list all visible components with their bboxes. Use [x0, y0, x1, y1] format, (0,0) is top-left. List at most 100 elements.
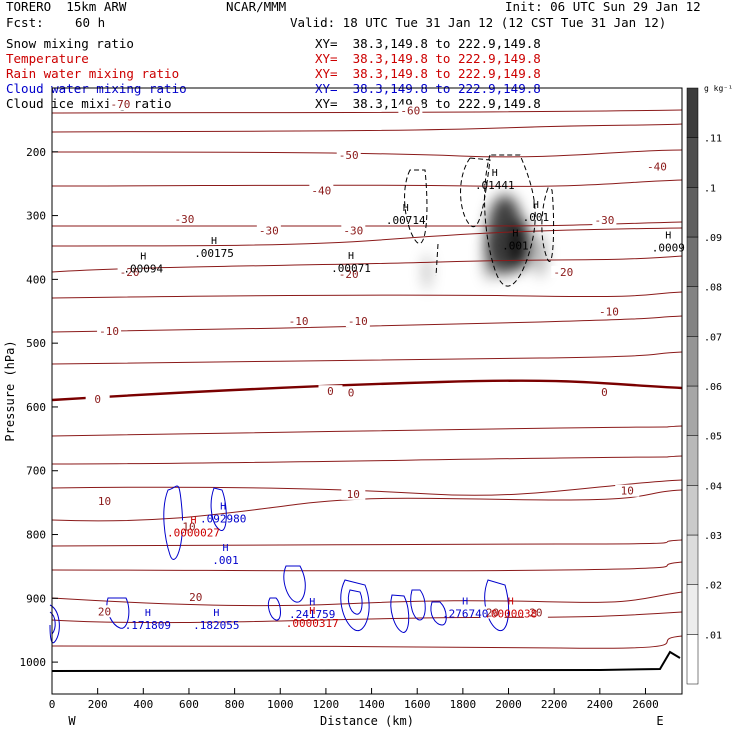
field-xy-range: XY= 38.3,149.8 to 222.9,149.8: [315, 51, 541, 66]
temperature-isotherm: [51, 315, 683, 333]
forecast-label: Fcst:: [6, 15, 44, 30]
max-value-label: .0000027: [167, 527, 220, 540]
max-value-label: .182055: [193, 619, 239, 632]
max-marker: H: [508, 597, 514, 608]
field-name: Snow mixing ratio: [6, 36, 134, 51]
y-axis-label: Pressure (hPa): [3, 340, 17, 441]
forecast-hours: 60 h: [75, 15, 106, 30]
x-tick-label: 1800: [450, 698, 477, 711]
cloud-water-contour: [484, 579, 509, 632]
temperature-label-bg: [551, 265, 576, 278]
temperature-label-bg: [592, 214, 617, 227]
temperature-label: -30: [343, 224, 363, 237]
max-value-label: .0000038: [484, 608, 537, 621]
max-marker: H: [211, 236, 217, 247]
x-tick-label: 600: [179, 698, 199, 711]
snow-contour: [404, 169, 428, 244]
temperature-label: 20: [529, 607, 542, 620]
temperature-label: -50: [339, 149, 359, 162]
cloud-water-contour: [410, 589, 426, 621]
y-tick-label: 600: [26, 401, 46, 414]
temperature-label: -70: [111, 98, 131, 111]
colorbar-label: .07: [704, 332, 722, 343]
west-label: W: [68, 714, 76, 728]
x-tick-label: 400: [133, 698, 153, 711]
temperature-isotherm: [51, 539, 683, 547]
temperature-isotherm: [51, 149, 683, 158]
colorbar-unit: g kg⁻¹: [704, 84, 733, 93]
temperature-contours: [51, 109, 683, 649]
field-name: Cloud water mixing ratio: [6, 81, 187, 96]
cloud-water-contour: [340, 579, 370, 632]
cloud-water-contour: [283, 565, 306, 603]
colorbar-segment: [686, 187, 699, 238]
max-marker: H: [220, 501, 226, 512]
temperature-label-bg: [108, 98, 133, 111]
x-tick-label: 0: [49, 698, 56, 711]
temperature-label-bg: [183, 591, 208, 604]
max-value-label: .0009: [652, 241, 685, 254]
temperature-isotherm: [52, 221, 683, 227]
temperature-label: -10: [289, 315, 309, 328]
y-tick-label: 200: [26, 146, 46, 159]
max-value-label: .241759: [289, 608, 335, 621]
temperature-label-bg: [339, 386, 364, 399]
snow-contour: [435, 243, 439, 277]
temperature-label: -10: [99, 325, 119, 338]
valid-time-label: Valid: 18 UTC Tue 31 Jan 12 (12 CST Tue …: [290, 15, 667, 30]
max-marker: H: [462, 597, 468, 608]
snow-contour: [484, 154, 536, 287]
max-value-label: .00094: [123, 262, 163, 275]
temperature-label: 0: [601, 386, 608, 399]
temperature-isotherm: [51, 635, 683, 649]
temperature-isotherm: [51, 479, 683, 496]
temperature-isotherm: [51, 227, 683, 247]
temperature-label-bg: [341, 224, 366, 237]
snow-contours: [404, 154, 555, 287]
max-marker: H: [512, 228, 518, 239]
max-marker: H: [309, 606, 315, 617]
snow-shading: [424, 195, 545, 290]
y-tick-label: 700: [26, 465, 46, 478]
max-marker: H: [309, 597, 315, 608]
colorbar-label: .06: [704, 382, 722, 393]
temperature-isotherm: [51, 489, 683, 522]
snow-contour: [541, 187, 555, 262]
max-value-label: .001: [212, 554, 239, 567]
colorbar-segment: [686, 286, 699, 337]
colorbar-label: .08: [704, 283, 722, 294]
x-tick-label: 2000: [495, 698, 522, 711]
temperature-isotherm: [51, 291, 683, 299]
snow-patch: [510, 220, 530, 270]
colorbar-segment: [686, 534, 699, 585]
temperature-label: 20: [98, 605, 111, 618]
max-value-label: .001: [502, 239, 529, 252]
init-time-label: Init: 06 UTC Sun 29 Jan 12: [505, 0, 701, 14]
max-marker: H: [222, 543, 228, 554]
max-value-label: .092980: [200, 512, 246, 525]
x-tick-label: 2600: [632, 698, 659, 711]
cloud-water-contour: [267, 597, 281, 621]
cloud-water-contour: [49, 611, 56, 635]
colorbar-label: .04: [704, 481, 722, 492]
temperature-label-bg: [336, 149, 361, 162]
temperature-label-bg: [523, 606, 548, 619]
max-marker: H: [665, 230, 671, 241]
temperature-label: -10: [599, 305, 619, 318]
east-label: E: [656, 714, 663, 728]
temperature-isotherm: [51, 123, 683, 133]
temperature-label-bg: [398, 104, 423, 117]
y-tick-label: 800: [26, 529, 46, 542]
cloud-water-contour: [347, 589, 363, 615]
temperature-label-bg: [92, 605, 117, 618]
max-value-label: .00714: [386, 214, 426, 227]
temperature-label-bg: [117, 265, 142, 278]
y-tick-label: 1000: [20, 656, 47, 669]
temperature-label: 10: [98, 495, 111, 508]
colorbar-segment: [686, 485, 699, 536]
temperature-label-bg: [345, 315, 370, 328]
temperature-isotherm: [51, 591, 683, 607]
temperature-label-bg: [341, 487, 366, 500]
colorbar-segment: [686, 236, 699, 287]
cloud-water-contour: [163, 485, 184, 560]
